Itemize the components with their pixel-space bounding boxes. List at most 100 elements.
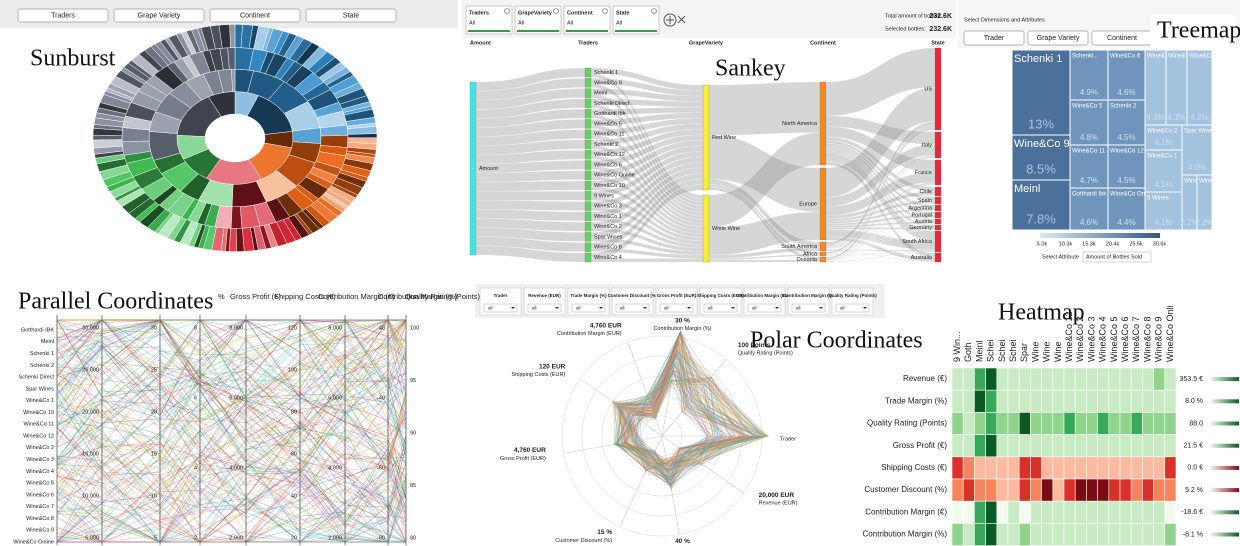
treemap-cell[interactable] [1107,187,1146,231]
heatmap-cell[interactable] [1153,500,1166,524]
treemap-button[interactable] [963,30,1025,46]
treemap-cell[interactable] [1011,49,1071,136]
heatmap-cell[interactable] [962,478,975,502]
heatmap-cell[interactable] [974,412,986,435]
heatmap-cell[interactable] [1086,367,1098,391]
heatmap-cell[interactable] [1018,456,1031,480]
heatmap-cell[interactable] [962,434,975,458]
treemap-cell[interactable] [1011,134,1071,181]
heatmap-cell[interactable] [1119,456,1132,480]
heatmap-cell[interactable] [1108,412,1121,435]
heatmap-cell[interactable] [1108,500,1121,524]
treemap-cell[interactable] [1144,149,1183,193]
heatmap-cell[interactable] [1130,367,1143,391]
heatmap-cell[interactable] [962,367,975,391]
heatmap-cell[interactable] [1108,523,1121,546]
heatmap-cell[interactable] [1164,412,1177,435]
polar-filter-select[interactable] [483,303,518,313]
heatmap-cell[interactable] [996,500,1009,524]
treemap-cell[interactable] [1196,174,1213,231]
heatmap-cell[interactable] [1041,500,1054,524]
heatmap-cell[interactable] [1041,367,1054,391]
polar-filter-select[interactable] [791,303,826,313]
heatmap-cell[interactable] [1153,367,1166,391]
heatmap-cell[interactable] [1164,523,1177,546]
heatmap-cell[interactable] [1052,434,1065,458]
heatmap-cell[interactable] [1018,434,1031,458]
heatmap-cell[interactable] [1153,389,1166,413]
treemap-cell[interactable] [1069,187,1109,231]
heatmap-cell[interactable] [1052,456,1065,480]
heatmap-cell[interactable] [1086,434,1098,458]
heatmap-cell[interactable] [1052,412,1065,435]
polar-filter-select[interactable] [659,303,694,313]
heatmap-cell[interactable] [1153,523,1166,546]
treemap-cell[interactable] [1069,99,1109,146]
heatmap-cell[interactable] [1119,367,1132,391]
heatmap-cell[interactable] [1086,389,1098,413]
heatmap-cell[interactable] [1018,478,1031,502]
heatmap-cell[interactable] [1086,500,1098,524]
heatmap-cell[interactable] [1097,478,1110,502]
heatmap-cell[interactable] [1086,456,1098,480]
heatmap-cell[interactable] [1041,389,1054,413]
heatmap-cell[interactable] [962,500,975,524]
heatmap-cell[interactable] [985,367,998,391]
heatmap-cell[interactable] [1052,523,1065,546]
heatmap-cell[interactable] [996,367,1009,391]
polar-filter-select[interactable] [615,303,650,313]
polar-filter-select[interactable] [571,303,606,313]
heatmap-cell[interactable] [962,412,975,435]
heatmap-cell[interactable] [1074,389,1087,413]
treemap-cell[interactable] [1107,144,1146,189]
heatmap-cell[interactable] [1164,367,1177,391]
heatmap-cell[interactable] [1052,478,1065,502]
sankey-filter-clear[interactable] [602,8,608,14]
heatmap-cell[interactable] [996,478,1009,502]
polar-filter-select[interactable] [527,303,562,313]
heatmap-cell[interactable] [1030,456,1042,480]
heatmap-cell[interactable] [1119,523,1132,546]
heatmap-cell[interactable] [1108,456,1121,480]
heatmap-cell[interactable] [1063,412,1076,435]
heatmap-cell[interactable] [1097,500,1110,524]
heatmap-cell[interactable] [1041,412,1054,435]
heatmap-cell[interactable] [1153,478,1166,502]
heatmap-cell[interactable] [1041,434,1054,458]
sunburst-button[interactable] [113,8,205,23]
heatmap-cell[interactable] [996,456,1009,480]
heatmap-cell[interactable] [974,389,986,413]
heatmap-cell[interactable] [1164,478,1177,502]
heatmap-cell[interactable] [974,500,986,524]
heatmap-cell[interactable] [962,456,975,480]
heatmap-cell[interactable] [1097,367,1110,391]
heatmap-cell[interactable] [1063,523,1076,546]
heatmap-cell[interactable] [1142,523,1154,546]
polar-filter-select[interactable] [835,303,870,313]
heatmap-cell[interactable] [951,523,964,546]
heatmap-cell[interactable] [1030,389,1042,413]
sunburst-button[interactable] [209,8,301,23]
heatmap-cell[interactable] [1153,456,1166,480]
heatmap-cell[interactable] [1074,412,1087,435]
heatmap-cell[interactable] [951,478,964,502]
heatmap-cell[interactable] [985,478,998,502]
heatmap-cell[interactable] [1074,456,1087,480]
heatmap-cell[interactable] [1007,523,1020,546]
heatmap-cell[interactable] [1030,412,1042,435]
heatmap-cell[interactable] [1153,412,1166,435]
heatmap-cell[interactable] [1063,478,1076,502]
sankey-icons[interactable] [663,13,686,27]
sankey-filter-clear[interactable] [651,8,657,14]
heatmap-cell[interactable] [951,500,964,524]
heatmap-cell[interactable] [1074,478,1087,502]
heatmap-cell[interactable] [1108,389,1121,413]
heatmap-cell[interactable] [1108,434,1121,458]
heatmap-cell[interactable] [974,434,986,458]
heatmap-cell[interactable] [1052,367,1065,391]
heatmap-cell[interactable] [1097,456,1110,480]
heatmap-cell[interactable] [1030,434,1042,458]
heatmap-cell[interactable] [1018,500,1031,524]
heatmap-cell[interactable] [1030,523,1042,546]
heatmap-cell[interactable] [1007,478,1020,502]
